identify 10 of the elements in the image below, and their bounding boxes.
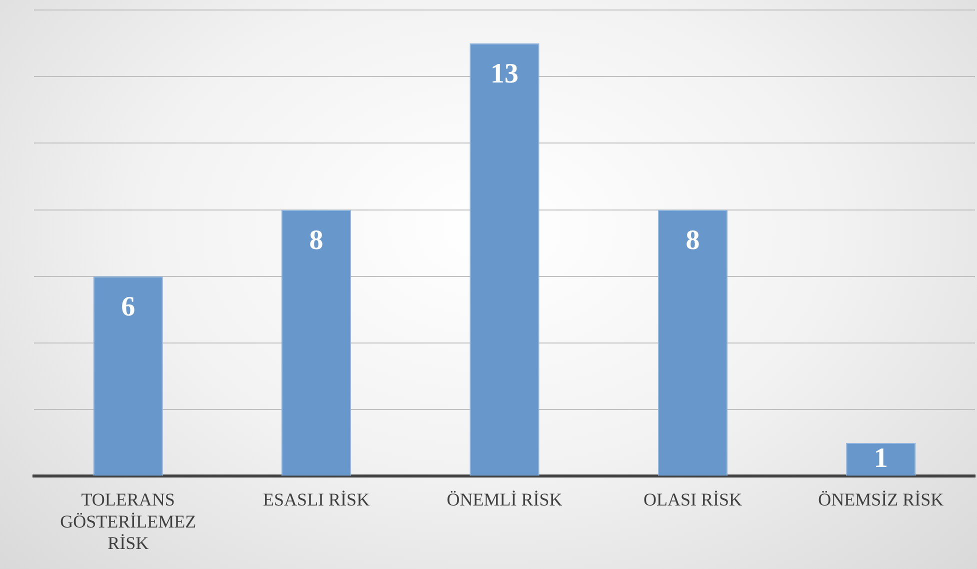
x-tick-label: OLASI RİSK	[643, 490, 742, 510]
x-tick-label: ÖNEMLİ RİSK	[446, 490, 562, 510]
data-label: 1	[874, 442, 888, 474]
data-label: 6	[121, 292, 136, 323]
data-label: 13	[490, 58, 518, 90]
x-tick-label: ESASLI RİSK	[263, 490, 370, 510]
x-tick-label: ÖNEMSİZ RİSK	[818, 490, 944, 510]
x-tick-label: TOLERANS GÖSTERİLEMEZ RİSK	[60, 490, 196, 553]
data-label: 8	[686, 225, 700, 256]
data-label: 8	[309, 225, 324, 256]
